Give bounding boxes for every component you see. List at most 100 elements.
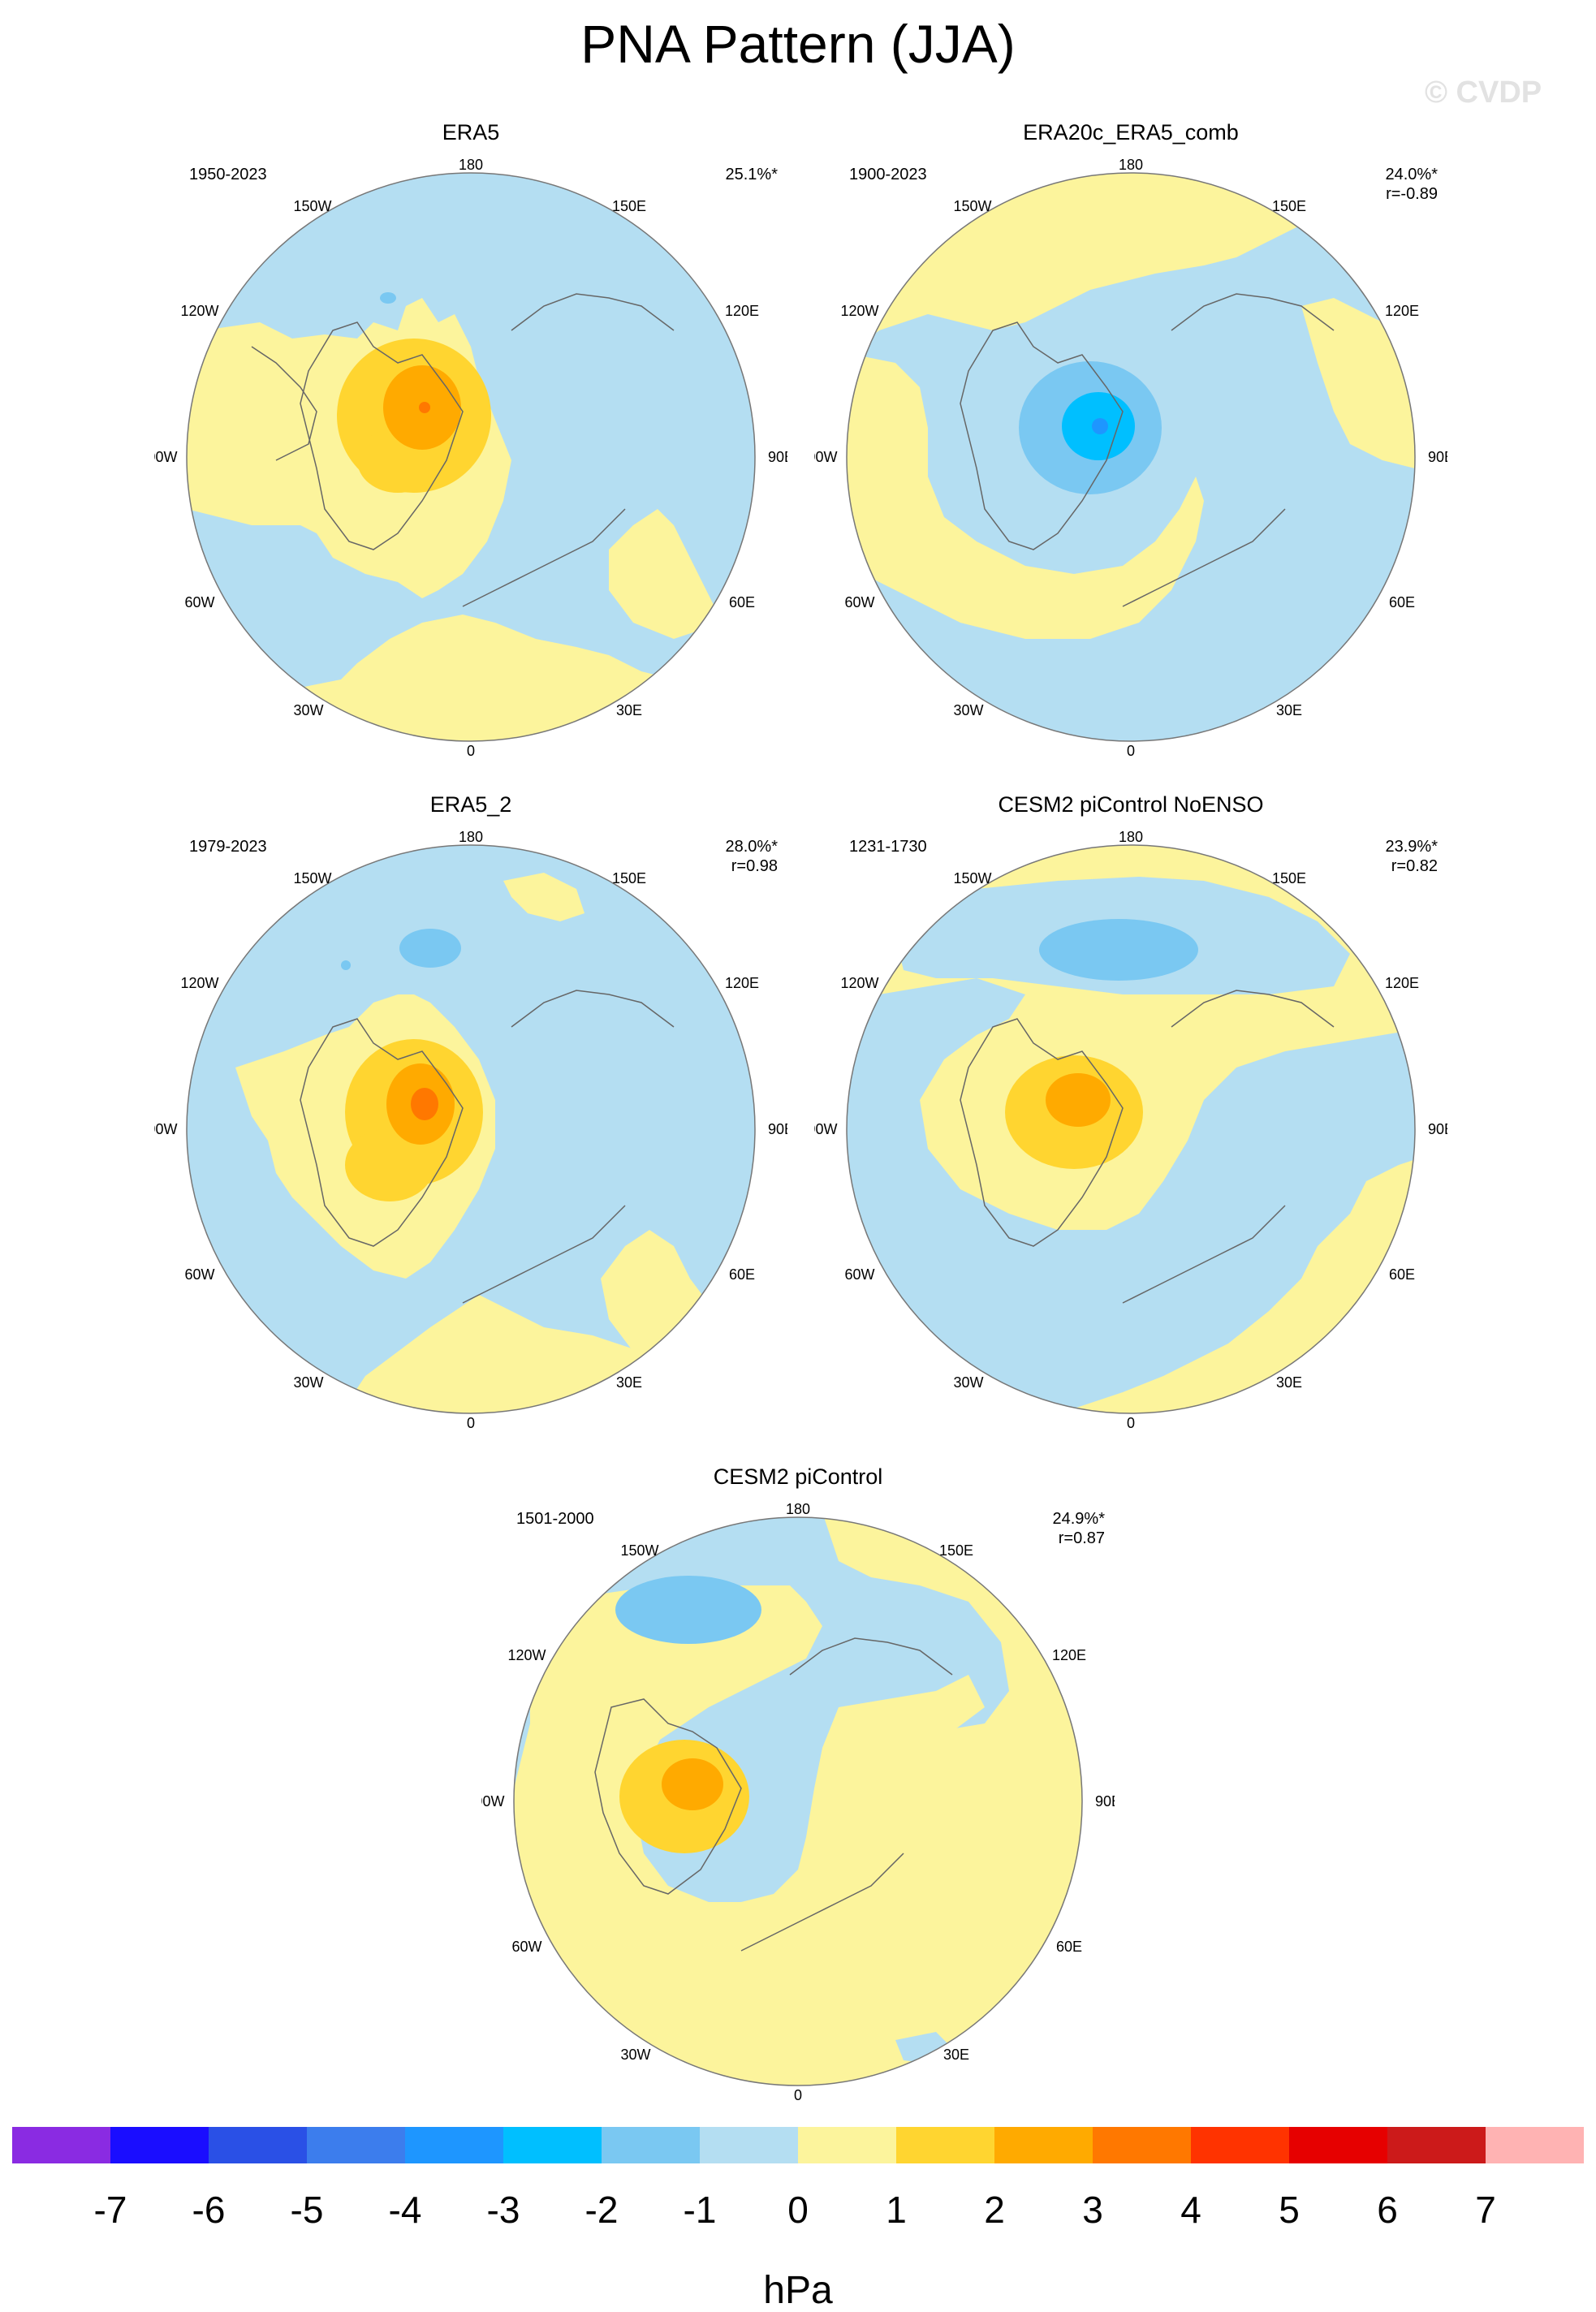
pattern-correlation: r=-0.89 xyxy=(1386,185,1438,203)
lon-label: 120E xyxy=(725,303,759,319)
lon-label: 0 xyxy=(1127,743,1135,759)
coastline xyxy=(300,1018,464,1247)
lon-label: 150W xyxy=(953,198,991,214)
lon-label: 60E xyxy=(729,594,755,610)
variance-percent: 23.9%* xyxy=(1385,838,1439,856)
positive-anomaly-region xyxy=(847,355,1204,639)
lon-label: 30E xyxy=(1276,1374,1302,1391)
colorbar-tick-label: -3 xyxy=(487,2189,520,2231)
map-panel-era5-2: ERA5_2 1979-2023 28.0%* r=0.98 180 150E xyxy=(154,792,787,1441)
lon-label: 180 xyxy=(1119,829,1143,845)
lon-label: 60E xyxy=(1056,1939,1082,1955)
colorbar-box xyxy=(798,2127,896,2163)
panel-stats: 25.1%* xyxy=(726,165,779,184)
lon-label: 30E xyxy=(616,702,642,718)
colorbar-box xyxy=(1093,2127,1191,2163)
lon-label: 30E xyxy=(616,1374,642,1391)
variance-percent: 24.9%* xyxy=(1052,1510,1106,1528)
polar-map: 180 150E 120E 90E 60E 30E 0 30W 60W 90W … xyxy=(814,157,1447,759)
lon-label: 30E xyxy=(1276,702,1302,718)
lon-label: 120E xyxy=(725,975,759,991)
lon-label: 90E xyxy=(768,449,787,465)
longitude-labels: 180 150E 120E 90E 60E 30E 0 30W 60W 90W … xyxy=(814,829,1447,1431)
map-panel-era5: ERA5 1950-2023 25.1%* 180 150E 120E 90E xyxy=(154,119,787,769)
lon-label: 180 xyxy=(459,157,483,173)
lon-label: 180 xyxy=(1119,157,1143,173)
lon-label: 30W xyxy=(620,2047,650,2063)
lon-label: 90E xyxy=(1095,1793,1115,1809)
positive-anomaly-region xyxy=(503,873,584,921)
pattern-correlation: r=0.82 xyxy=(1391,857,1438,875)
lon-label: 180 xyxy=(786,1501,810,1517)
coastline xyxy=(594,1698,742,1895)
lon-label: 0 xyxy=(467,1415,475,1431)
lon-label: 180 xyxy=(459,829,483,845)
lon-label: 30W xyxy=(953,702,983,718)
colorbar: -7 -6 -5 -4 -3 -2 -1 0 1 2 3 4 5 6 7 xyxy=(12,2127,1584,2231)
coastline xyxy=(740,1853,904,1952)
colorbar-labels: -7 -6 -5 -4 -3 -2 -1 0 1 2 3 4 5 6 7 xyxy=(94,2189,1496,2231)
pattern-correlation: r=0.98 xyxy=(731,857,778,875)
colorbar-box xyxy=(994,2127,1093,2163)
coastline xyxy=(462,508,626,607)
lon-label: 120E xyxy=(1385,303,1419,319)
colorbar-tick-label: -5 xyxy=(291,2189,324,2231)
coastline xyxy=(511,293,675,331)
map-boundary xyxy=(846,172,1416,742)
colorbar-box xyxy=(405,2127,503,2163)
colorbar-tick-label: -6 xyxy=(192,2189,226,2231)
lon-label: 90E xyxy=(1428,1121,1447,1137)
lon-label: 90W xyxy=(154,449,178,465)
variance-percent: 28.0%* xyxy=(725,838,779,856)
colorbar-box xyxy=(700,2127,798,2163)
colorbar-tick-label: 6 xyxy=(1377,2189,1398,2231)
positive-anomaly-region xyxy=(609,509,723,639)
colorbar-box xyxy=(209,2127,307,2163)
coastline xyxy=(1122,508,1286,607)
longitude-labels: 180 150E 120E 90E 60E 30E 0 30W 60W 90W … xyxy=(154,157,787,759)
coastline xyxy=(1171,990,1335,1028)
polar-map: 180 150E 120E 90E 60E 30E 0 30W 60W 90W … xyxy=(154,829,787,1431)
colorbar-tick-label: 7 xyxy=(1475,2189,1496,2231)
main-title: PNA Pattern (JJA) xyxy=(580,14,1016,74)
colorbar-tick-label: 1 xyxy=(886,2189,907,2231)
negative-anomaly-region xyxy=(380,292,396,304)
coastline xyxy=(511,990,675,1028)
map-boundary xyxy=(186,172,756,742)
coastline xyxy=(300,321,464,550)
lon-label: 0 xyxy=(1127,1415,1135,1431)
panel-title: ERA5_2 xyxy=(429,792,512,817)
lon-label: 60E xyxy=(1389,594,1415,610)
map-boundary xyxy=(186,844,756,1414)
lon-label: 0 xyxy=(467,743,475,759)
lon-label: 90W xyxy=(814,449,838,465)
panel-period: 1501-2000 xyxy=(516,1510,594,1528)
lon-label: 120W xyxy=(180,975,218,991)
negative-anomaly-region xyxy=(399,929,461,968)
negative-anomaly-region xyxy=(1039,919,1198,981)
map-panel-cesm2-picontrol-noenso: CESM2 piControl NoENSO 1231-1730 23.9%* … xyxy=(814,792,1447,1441)
panel-stats: 28.0%* r=0.98 xyxy=(726,837,779,876)
positive-anomaly-region xyxy=(1301,298,1415,468)
watermark: © CVDP xyxy=(1425,75,1542,110)
colorbar-box xyxy=(602,2127,700,2163)
colorbar-box xyxy=(896,2127,994,2163)
lon-label: 150W xyxy=(293,198,331,214)
panel-title: CESM2 piControl NoENSO xyxy=(998,792,1264,817)
lon-label: 0 xyxy=(794,2087,802,2103)
colorbar-tick-label: -4 xyxy=(389,2189,422,2231)
colorbar-tick-label: -1 xyxy=(684,2189,717,2231)
colorbar-tick-label: -7 xyxy=(94,2189,127,2231)
negative-anomaly-region xyxy=(615,1576,761,1644)
lon-label: 120E xyxy=(1052,1647,1086,1663)
colorbar-box xyxy=(1486,2127,1584,2163)
lon-label: 30W xyxy=(293,1374,323,1391)
lon-label: 90E xyxy=(768,1121,787,1137)
longitude-labels: 180 150E 120E 90E 60E 30E 0 30W 60W 90W … xyxy=(814,157,1447,759)
lon-label: 60W xyxy=(511,1939,541,1955)
colorbar-box xyxy=(307,2127,405,2163)
map-panel-cesm2-picontrol: CESM2 piControl 1501-2000 24.9%* r=0.87 … xyxy=(481,1464,1115,2113)
pattern-correlation: r=0.87 xyxy=(1058,1529,1105,1547)
lon-label: 60W xyxy=(844,594,874,610)
coastline xyxy=(960,321,1124,550)
